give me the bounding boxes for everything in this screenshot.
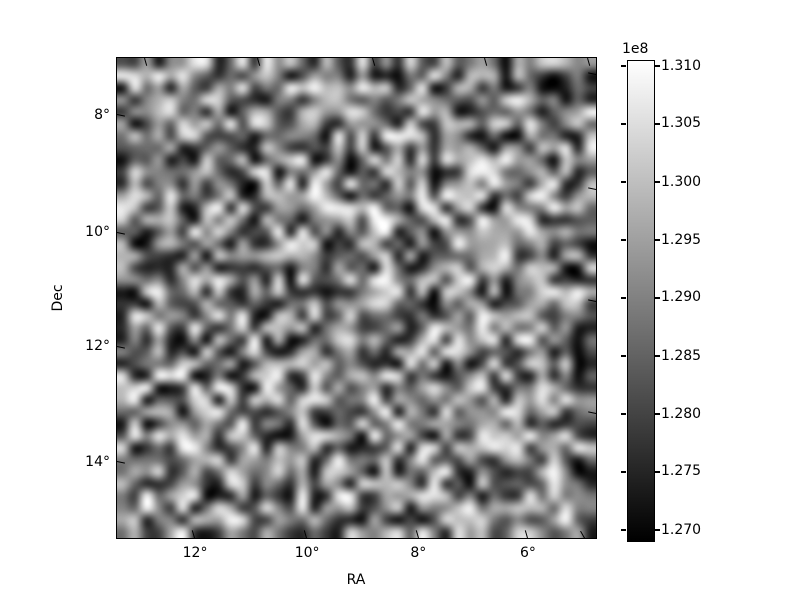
colorbar-tick-left xyxy=(621,471,626,473)
colorbar-tick xyxy=(655,123,660,125)
colorbar-tick-label: 1.270 xyxy=(661,521,702,538)
colorbar-tick-left xyxy=(621,413,626,415)
y-tick-label: 12° xyxy=(85,338,110,355)
colorbar-tick xyxy=(655,529,660,531)
colorbar-tick-left xyxy=(621,529,626,531)
colorbar-tick-label: 1.290 xyxy=(661,289,702,306)
colorbar-tick xyxy=(655,413,660,415)
y-axis-label: Dec xyxy=(50,284,66,312)
colorbar-tick-label: 1.310 xyxy=(661,57,702,74)
x-tick-label: 8° xyxy=(410,545,427,561)
y-tick-label: 14° xyxy=(85,453,110,470)
x-tick-label: 6° xyxy=(520,545,536,561)
colorbar xyxy=(627,60,655,542)
colorbar-tick-left xyxy=(621,181,626,183)
x-tick-label: 10° xyxy=(294,545,320,561)
colorbar-tick-left xyxy=(621,65,626,67)
colorbar-tick-left xyxy=(621,123,626,125)
colorbar-tick xyxy=(655,297,660,299)
y-tick-label: 8° xyxy=(94,106,110,123)
heatmap-canvas xyxy=(117,58,596,538)
colorbar-tick-left xyxy=(621,297,626,299)
colorbar-tick xyxy=(655,471,660,473)
colorbar-tick-label: 1.305 xyxy=(661,115,702,132)
colorbar-tick xyxy=(655,239,660,241)
colorbar-tick-label: 1.285 xyxy=(661,347,702,364)
colorbar-tick-label: 1.295 xyxy=(661,231,702,248)
colorbar-tick xyxy=(655,65,660,67)
colorbar-tick-left xyxy=(621,239,626,241)
colorbar-tick-label: 1.300 xyxy=(661,173,702,190)
colorbar-tick-label: 1.280 xyxy=(661,405,702,422)
colorbar-tick xyxy=(655,355,660,357)
y-tick-label: 10° xyxy=(85,223,110,240)
colorbar-tick xyxy=(655,181,660,183)
colorbar-tick-left xyxy=(621,355,626,357)
colorbar-tick-label: 1.275 xyxy=(661,463,702,480)
colorbar-offset-label: 1e8 xyxy=(622,41,649,57)
plot-area xyxy=(116,57,597,539)
x-axis-label: RA xyxy=(346,572,366,588)
x-tick-label: 12° xyxy=(182,545,208,561)
